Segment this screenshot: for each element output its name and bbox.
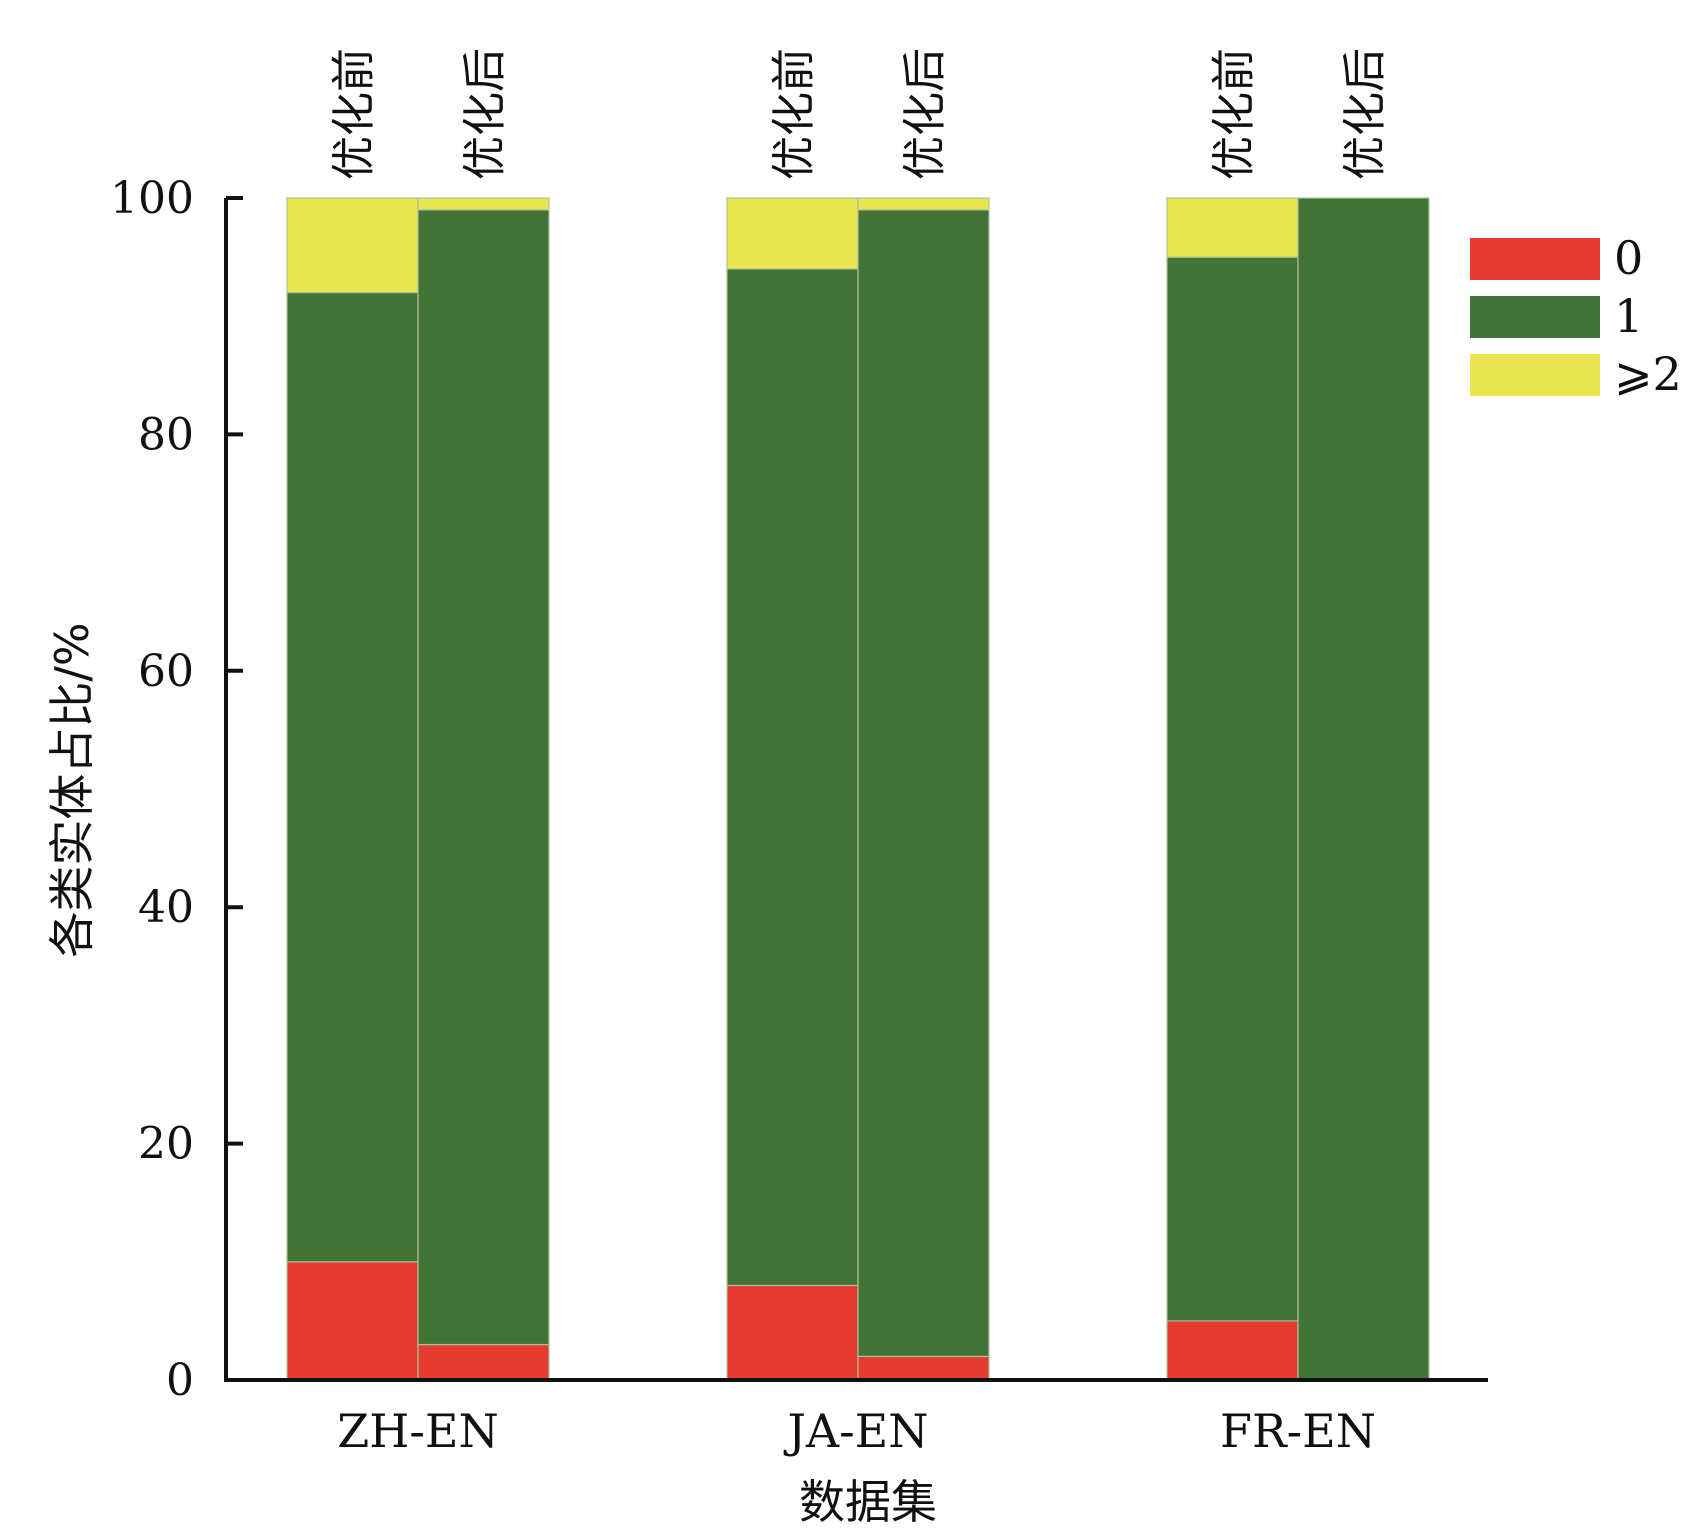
phase-label: 优化后 [460,48,511,180]
bar-segment-ja-en-before-s0 [726,1284,859,1381]
bar-segment-zh-en-before-s2 [286,197,419,294]
y-tick-label: 0 [166,1355,194,1406]
bar-segment-fr-en-before-s0 [1166,1320,1299,1381]
bars-layer [286,197,1430,1381]
bar-segment-fr-en-before-s1 [1166,256,1299,1322]
legend-label: 0 [1614,231,1643,285]
axes-layer [224,198,1488,1382]
phase-label: 优化前 [329,48,380,180]
y-tick-label: 40 [138,882,194,933]
y-tick-label: 100 [110,173,194,224]
bar-segment-ja-en-after-s2 [857,197,990,211]
category-label: ZH-EN [337,1404,498,1458]
category-labels: ZH-EN JA-EN FR-EN [337,1404,1376,1458]
bar-segment-ja-en-before-s1 [726,268,859,1287]
y-axis-title: 各类实体占比/% [45,622,99,957]
phase-label: 优化前 [769,48,820,180]
bar-segment-ja-en-before-s2 [726,197,859,270]
phase-labels: 优化前 优化后 优化前 优化后 优化前 优化后 [329,48,1391,180]
legend-swatch [1470,238,1600,280]
y-tick-label: 20 [138,1119,194,1170]
legend: 01⩾2 [1470,231,1682,401]
y-tick-label: 60 [138,646,194,697]
legend-swatch [1470,354,1600,396]
bar-segment-zh-en-before-s1 [286,291,419,1263]
category-label: FR-EN [1220,1404,1376,1458]
bar-segment-zh-en-after-s0 [417,1343,550,1381]
phase-label: 优化前 [1209,48,1260,180]
y-tick-label: 80 [138,409,194,460]
bar-segment-fr-en-before-s2 [1166,197,1299,258]
bar-segment-fr-en-after-s1 [1297,197,1430,1381]
bar-segment-ja-en-after-s0 [857,1355,990,1381]
bar-segment-ja-en-after-s1 [857,209,990,1357]
x-axis-title: 数据集 [799,1475,937,1529]
category-label: JA-EN [783,1404,928,1458]
legend-label: ⩾2 [1614,347,1682,401]
y-ticks: 0 20 40 60 80 100 [110,173,243,1406]
bar-segment-zh-en-before-s0 [286,1261,419,1381]
phase-label: 优化后 [1340,48,1391,180]
phase-label: 优化后 [900,48,951,180]
legend-swatch [1470,296,1600,338]
bar-segment-zh-en-after-s1 [417,209,550,1346]
bar-segment-zh-en-after-s2 [417,197,550,211]
legend-label: 1 [1614,289,1643,343]
